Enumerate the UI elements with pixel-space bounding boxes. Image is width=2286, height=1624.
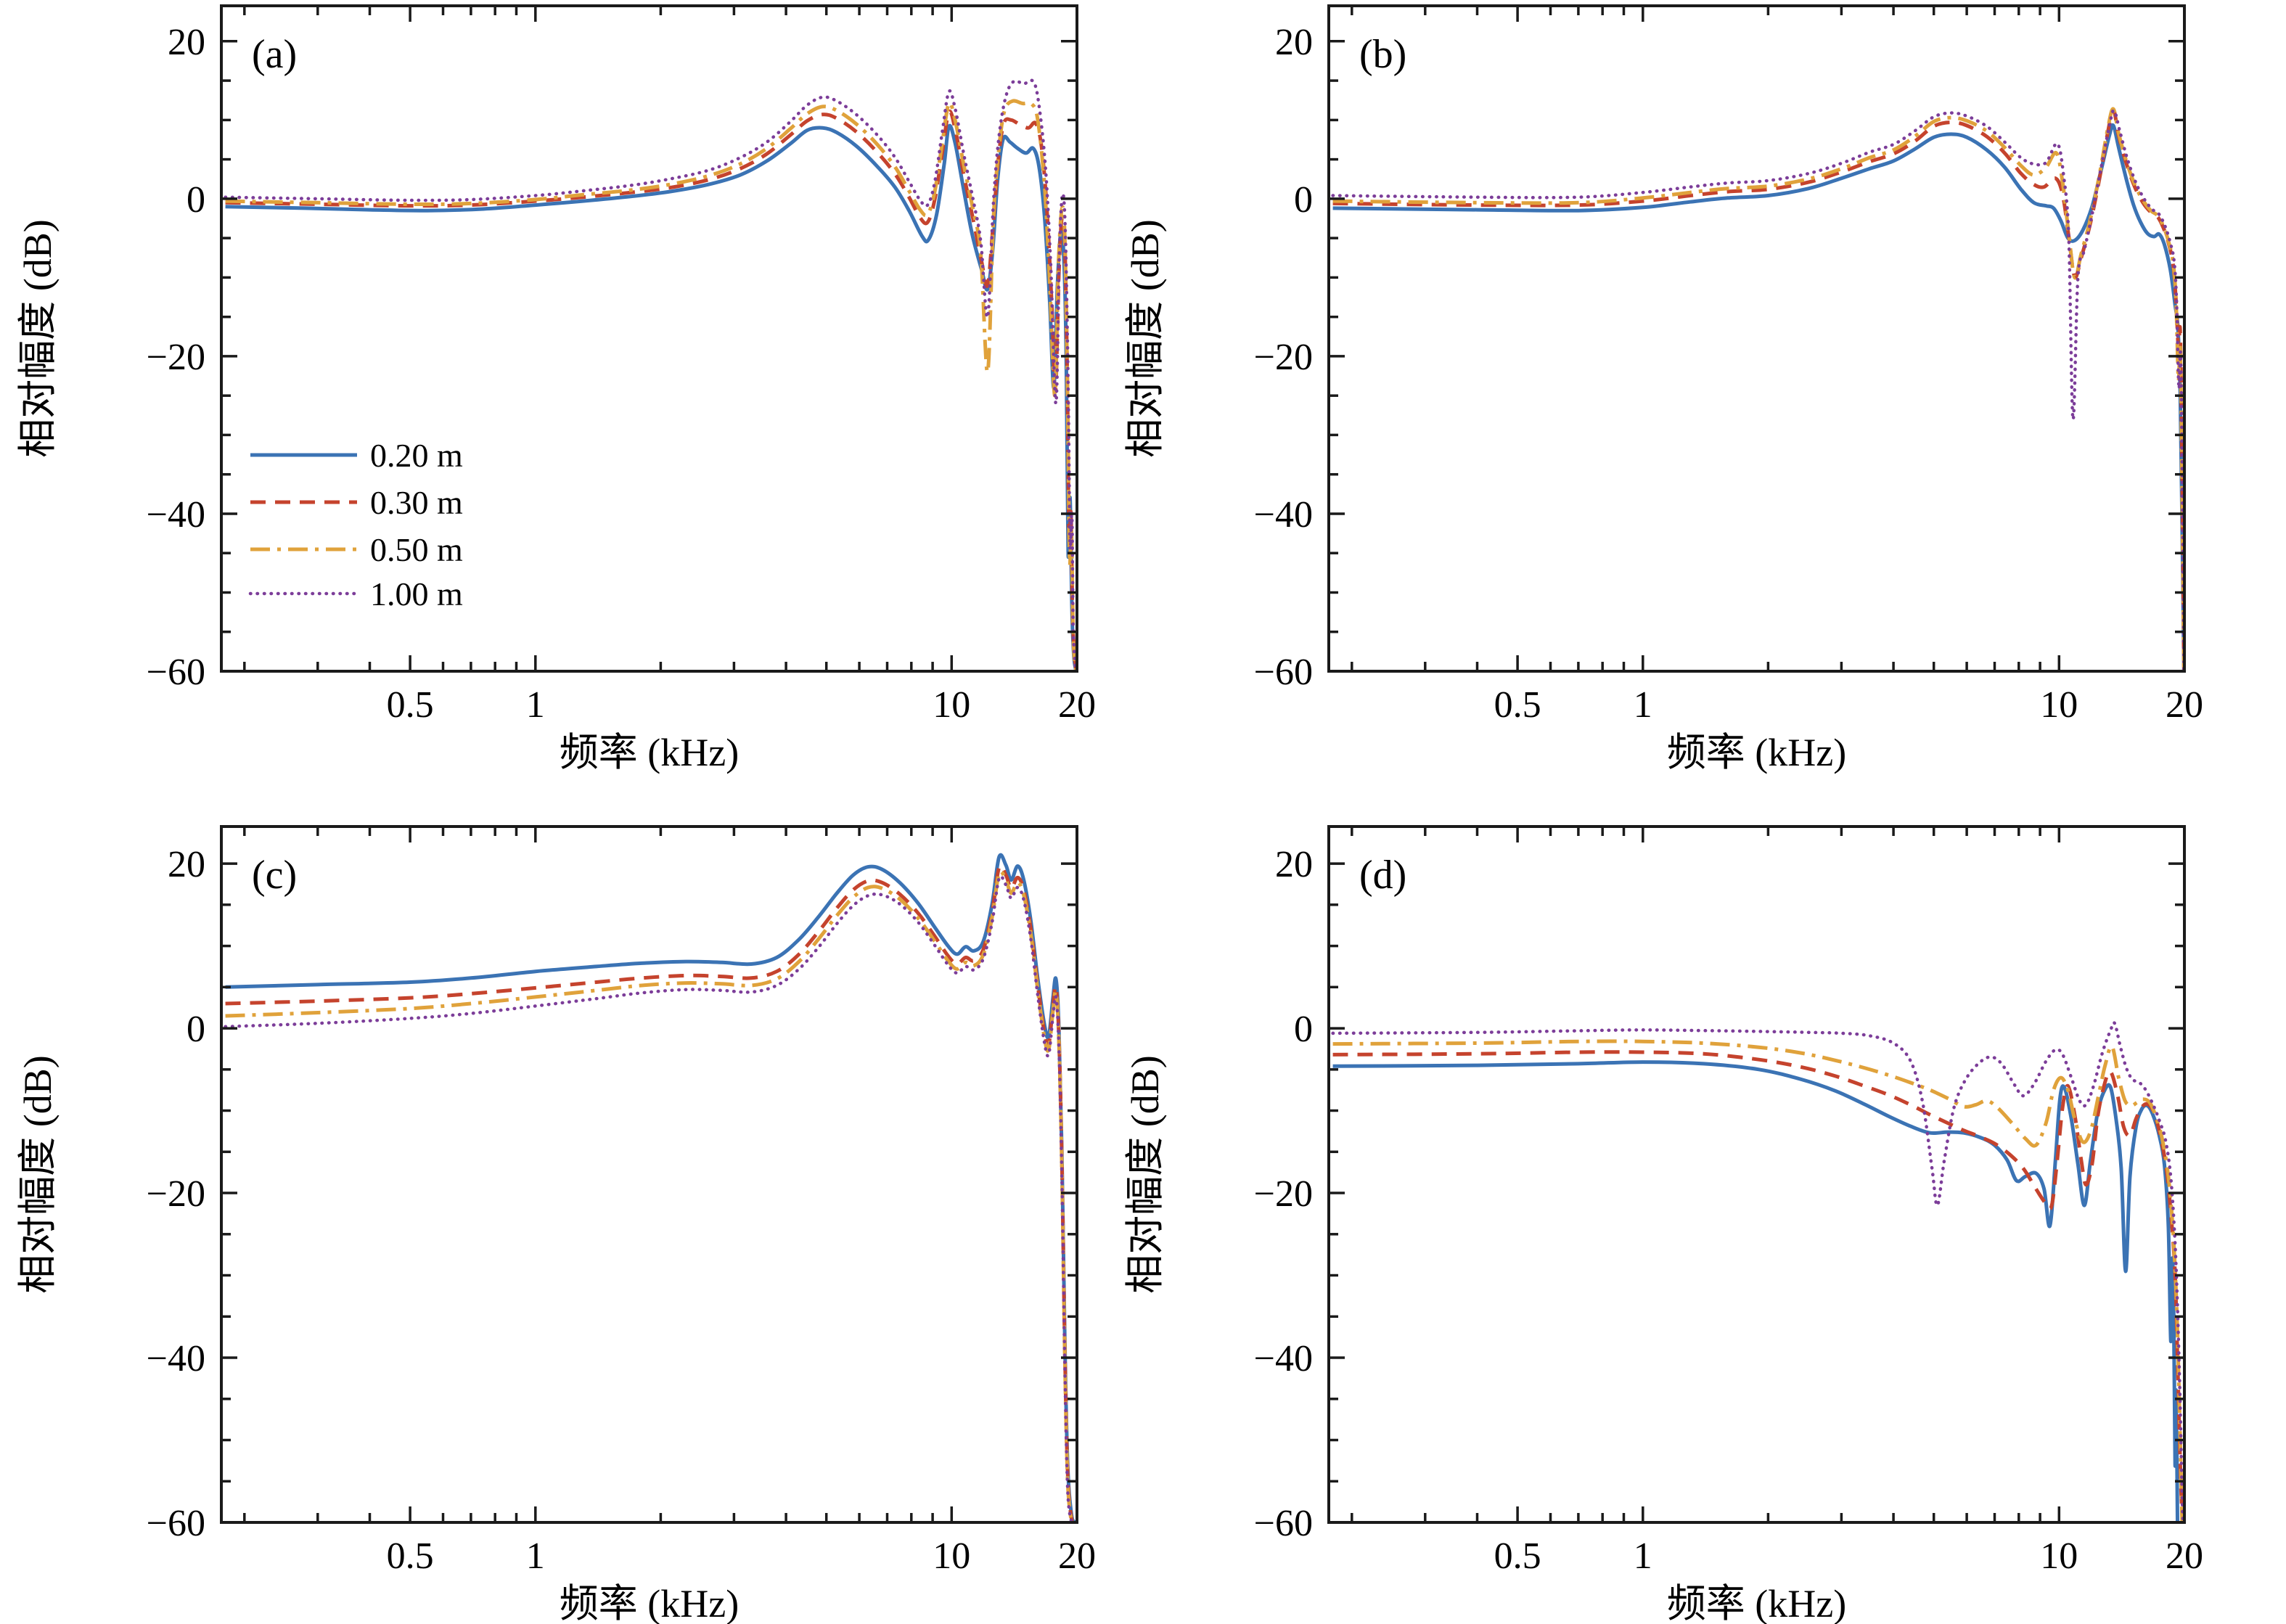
- legend-item-0.20m: 0.20 m: [250, 437, 463, 474]
- y-tick-label: −60: [1254, 1503, 1313, 1544]
- x-tick-label: 0.5: [387, 684, 434, 726]
- series-0.20m-line-panel-a: [225, 123, 1078, 672]
- x-tick-label: 1: [526, 684, 545, 726]
- panel-letter-d: (d): [1359, 853, 1406, 898]
- x-tick-label: 1: [1634, 684, 1652, 726]
- series-0.20m-line-panel-b: [1332, 123, 2186, 672]
- y-ticks: [1329, 862, 2184, 1524]
- x-tick-label: 0.5: [387, 1535, 434, 1577]
- y-tick-label: −40: [147, 1338, 205, 1379]
- x-tick-label: 10: [933, 1535, 970, 1577]
- y-tick-label: −40: [1254, 1338, 1313, 1379]
- series-1.00m-line-panel-d: [1331, 1020, 2185, 1524]
- y-tick-label: −60: [1254, 652, 1313, 693]
- panel-c: 0.5 1 10 20 20 0 −20 −40 −60 频率 (kHz) 相对幅度 (dB) (c): [16, 825, 1096, 1624]
- x-ticks: [243, 827, 1078, 1522]
- legend-item-1.00m: 1.00 m: [248, 575, 463, 612]
- y-axis-label: 相对幅度 (dB): [16, 219, 60, 457]
- series-1.00m-line-panel-b: [1331, 109, 2186, 673]
- panel-letter-b: (b): [1359, 32, 1406, 77]
- y-tick-label: −20: [1254, 337, 1313, 378]
- x-axis-label: 频率 (kHz): [560, 1582, 739, 1624]
- x-ticks: [1351, 6, 2186, 671]
- x-tick-label: 1: [526, 1535, 545, 1577]
- legend: 0.20 m 0.30 m 0.50 m 1.00 m: [248, 437, 463, 612]
- panel-letter-a: (a): [252, 32, 297, 77]
- y-tick-label: 20: [168, 22, 205, 63]
- y-tick-label: 0: [187, 1009, 205, 1050]
- series-0.50m-line-panel-b: [1332, 107, 2186, 672]
- y-ticks: [221, 862, 1077, 1524]
- plot-border: [220, 4, 1078, 673]
- x-tick-label: 20: [1058, 684, 1096, 726]
- panel-letter-c: (c): [252, 853, 297, 898]
- y-ticks: [221, 40, 1077, 673]
- panel-b: 0.5 1 10 20 20 0 −20 −40 −60 频率 (kHz) 相对幅度 (dB) (b): [1123, 4, 2203, 774]
- y-tick-label: 20: [1275, 844, 1313, 885]
- y-tick-label: 20: [1275, 22, 1313, 63]
- plot-border: [1327, 4, 2186, 673]
- panel-b-curves: [1331, 107, 2186, 673]
- legend-item-0.50m: 0.50 m: [250, 531, 463, 568]
- y-tick-label: −20: [147, 1173, 205, 1215]
- x-tick-label: 10: [933, 684, 970, 726]
- panel-c-curves: [224, 853, 1077, 1524]
- series-0.50m-line-panel-a: [225, 99, 1078, 672]
- y-tick-label: 20: [168, 844, 205, 885]
- x-tick-label: 20: [1058, 1535, 1096, 1577]
- y-tick-label: −60: [147, 652, 205, 693]
- y-axis-label: 相对幅度 (dB): [16, 1055, 60, 1293]
- x-tick-label: 10: [2040, 684, 2078, 726]
- series-0.50m-line-panel-d: [1332, 1039, 2184, 1523]
- series-0.20m-line-panel-d: [1332, 1060, 2179, 1523]
- legend-label: 0.20 m: [370, 437, 463, 474]
- x-axis-label: 频率 (kHz): [1667, 731, 1846, 774]
- x-ticks: [243, 6, 1078, 671]
- panel-a: 0.5 1 10 20 20 0 −20 −40 −60 频率 (kHz) 相对幅度 (dB) (a): [16, 4, 1096, 774]
- plot-border: [1327, 825, 2186, 1524]
- y-axis-label: 相对幅度 (dB): [1123, 1055, 1167, 1293]
- legend-label: 1.00 m: [370, 575, 463, 612]
- series-1.00m-line-panel-a: [224, 78, 1078, 673]
- series-0.50m-line-panel-c: [225, 869, 1073, 1523]
- y-ticks: [1329, 40, 2184, 673]
- series-1.00m-line-panel-c: [224, 874, 1073, 1524]
- y-tick-label: −40: [1254, 494, 1313, 536]
- y-tick-label: −20: [1254, 1173, 1313, 1215]
- x-tick-label: 20: [2166, 684, 2203, 726]
- x-ticks: [1351, 827, 2186, 1522]
- series-0.30m-line-panel-d: [1332, 1050, 2184, 1523]
- y-tick-label: 0: [187, 179, 205, 221]
- y-axis-label: 相对幅度 (dB): [1123, 219, 1167, 457]
- panel-a-curves: [224, 78, 1078, 673]
- legend-item-0.30m: 0.30 m: [250, 484, 463, 521]
- plot-border: [220, 825, 1078, 1524]
- legend-label: 0.50 m: [370, 531, 463, 568]
- panel-d-curves: [1331, 1020, 2185, 1524]
- y-tick-label: −20: [147, 337, 205, 378]
- y-tick-label: 0: [1294, 1009, 1313, 1050]
- legend-label: 0.30 m: [370, 484, 463, 521]
- x-tick-label: 1: [1634, 1535, 1652, 1577]
- y-tick-label: −60: [147, 1503, 205, 1544]
- panel-d: 0.5 1 10 20 20 0 −20 −40 −60 频率 (kHz) 相对幅度 (dB) (d): [1123, 825, 2203, 1624]
- y-tick-label: −40: [147, 494, 205, 536]
- x-axis-label: 频率 (kHz): [1667, 1582, 1846, 1624]
- x-tick-label: 0.5: [1494, 684, 1541, 726]
- y-tick-label: 0: [1294, 179, 1313, 221]
- x-tick-label: 0.5: [1494, 1535, 1541, 1577]
- x-tick-label: 10: [2040, 1535, 2078, 1577]
- x-axis-label: 频率 (kHz): [560, 731, 739, 774]
- x-tick-label: 20: [2166, 1535, 2203, 1577]
- series-0.30m-line-panel-b: [1332, 107, 2186, 672]
